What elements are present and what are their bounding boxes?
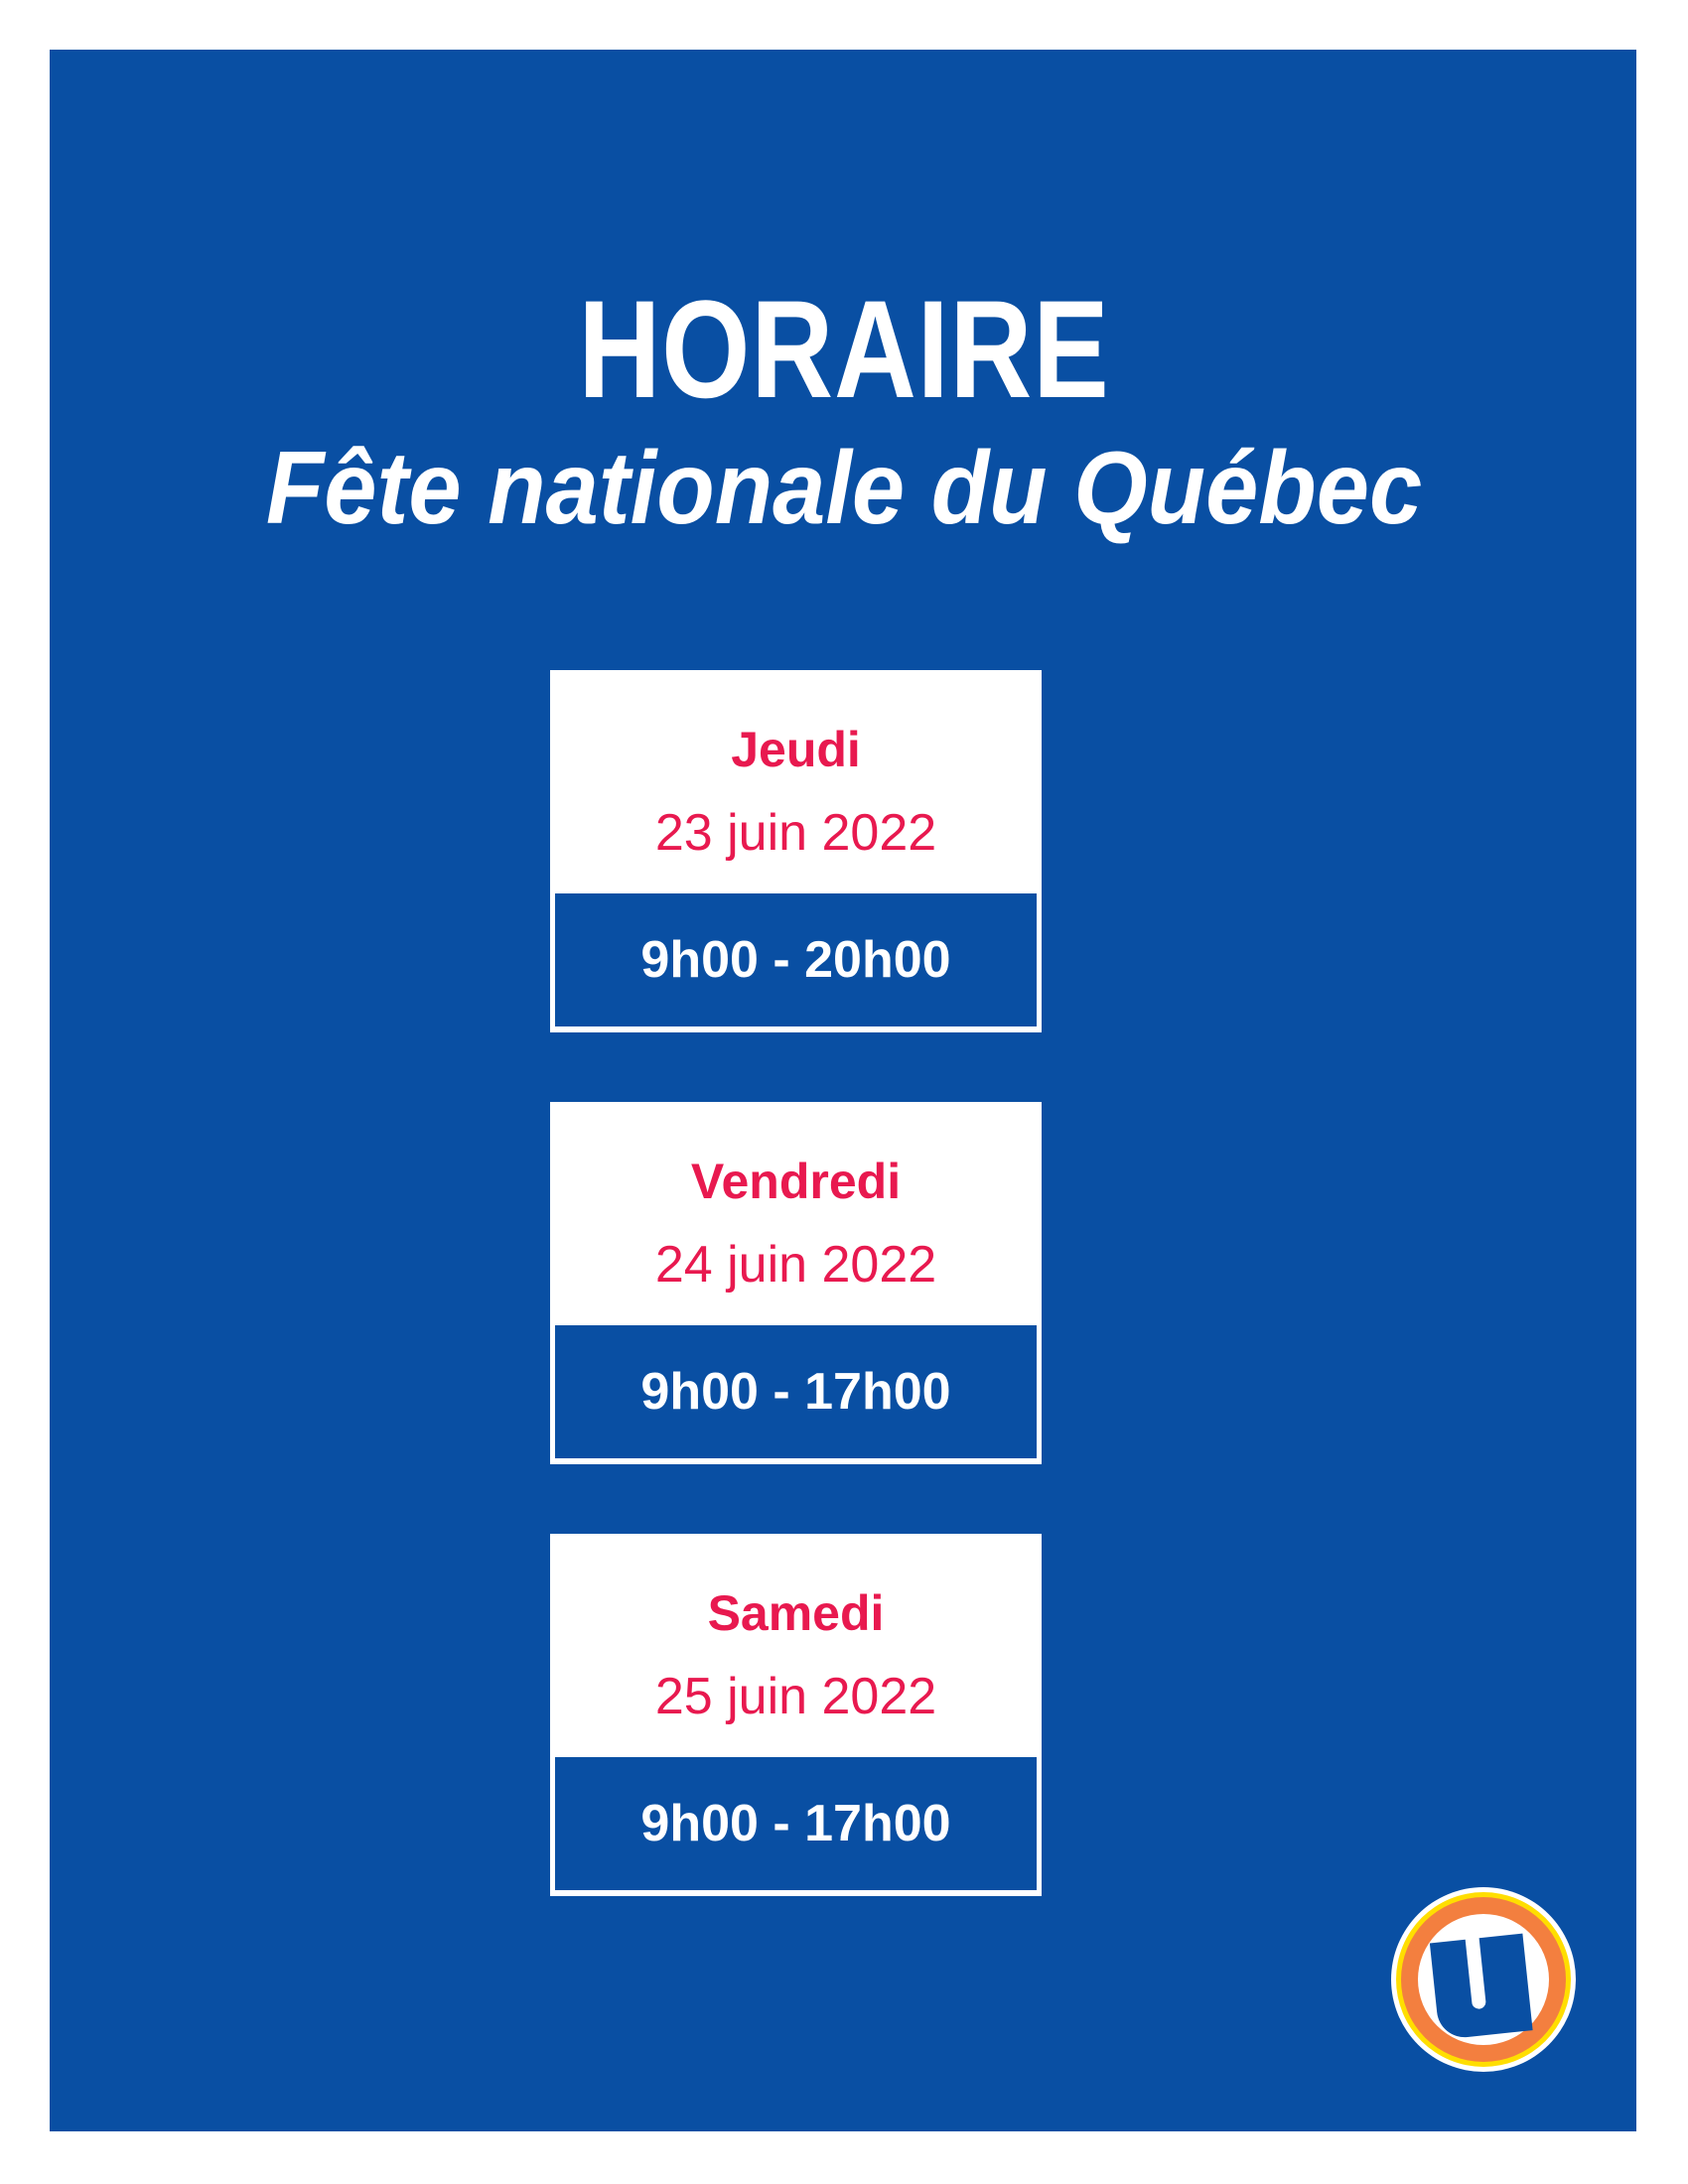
- schedule-card: Samedi 25 juin 2022 9h00 - 17h00: [550, 1534, 1042, 1896]
- day-label: Samedi: [707, 1585, 885, 1641]
- schedule-card: Vendredi 24 juin 2022 9h00 - 17h00: [550, 1102, 1042, 1464]
- hours-label: 9h00 - 20h00: [555, 893, 1037, 1026]
- day-label: Jeudi: [731, 722, 861, 777]
- page-subtitle: Fête nationale du Québec: [265, 431, 1423, 546]
- schedule-card: Jeudi 23 juin 2022 9h00 - 20h00: [550, 670, 1042, 1032]
- date-label: 23 juin 2022: [654, 804, 937, 862]
- date-label: 25 juin 2022: [654, 1668, 937, 1725]
- u-logo-icon: [1391, 1887, 1576, 2072]
- hours-label: 9h00 - 17h00: [555, 1757, 1037, 1890]
- hours-label: 9h00 - 17h00: [555, 1325, 1037, 1458]
- day-label: Vendredi: [690, 1154, 902, 1209]
- date-label: 24 juin 2022: [654, 1236, 937, 1294]
- page-title: HORAIRE: [578, 271, 1110, 427]
